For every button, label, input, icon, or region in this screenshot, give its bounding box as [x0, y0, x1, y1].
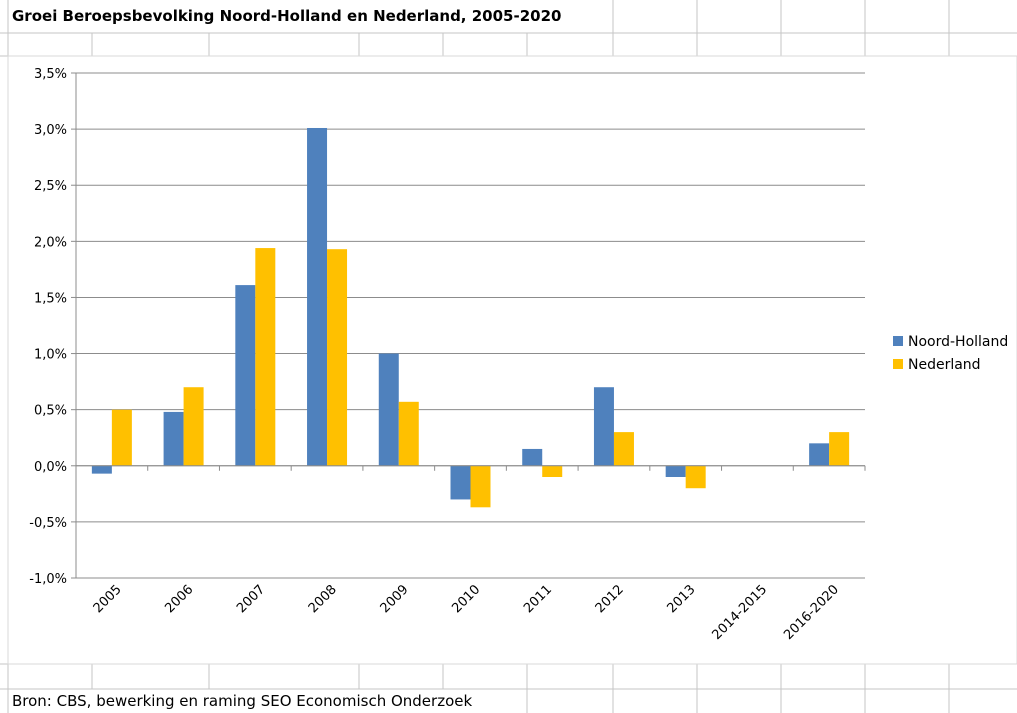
bar-nederland-2011[interactable] [542, 465, 563, 477]
y-tick-label: 3,0% [34, 123, 67, 138]
bar-noord-holland-2011[interactable] [522, 448, 543, 466]
bar-noord-holland-2007[interactable] [235, 285, 256, 466]
bar-noord-holland-2005[interactable] [91, 465, 112, 474]
bar-nederland-2013[interactable] [685, 465, 706, 489]
chart-frame[interactable] [7, 55, 1017, 665]
source-note: Bron: CBS, bewerking en raming SEO Econo… [12, 692, 473, 710]
bar-noord-holland-2016-2020[interactable] [809, 443, 830, 466]
bar-nederland-2010[interactable] [470, 465, 491, 508]
y-tick-label: 1,0% [34, 348, 67, 363]
bar-nederland-2009[interactable] [398, 401, 419, 466]
y-tick-label: -1,0% [29, 572, 67, 587]
y-tick-label: 0,5% [34, 404, 67, 419]
bar-nederland-2012[interactable] [613, 432, 634, 466]
bar-noord-holland-2006[interactable] [163, 411, 184, 466]
bar-noord-holland-2009[interactable] [378, 353, 399, 466]
bar-noord-holland-2008[interactable] [307, 127, 328, 466]
bar-nederland-2006[interactable] [183, 387, 204, 466]
bar-noord-holland-2012[interactable] [593, 387, 614, 466]
bar-nederland-2007[interactable] [255, 248, 276, 466]
y-tick-label: 2,5% [34, 179, 67, 194]
y-tick-label: 2,0% [34, 235, 67, 250]
legend-swatch [893, 336, 903, 346]
bar-noord-holland-2013[interactable] [665, 465, 686, 477]
y-tick-label: 0,0% [34, 460, 67, 475]
bar-noord-holland-2010[interactable] [450, 465, 471, 500]
bar-nederland-2005[interactable] [111, 409, 132, 466]
sheet-title: Groei Beroepsbevolking Noord-Holland en … [12, 7, 562, 25]
y-tick-label: 1,5% [34, 291, 67, 306]
y-tick-label: -0,5% [29, 516, 67, 531]
bar-nederland-2008[interactable] [327, 249, 348, 466]
y-tick-label: 3,5% [34, 67, 67, 82]
legend-label: Noord-Holland [908, 334, 1008, 350]
legend-label: Nederland [908, 357, 981, 373]
legend-swatch [893, 359, 903, 369]
bar-nederland-2016-2020[interactable] [829, 432, 850, 466]
